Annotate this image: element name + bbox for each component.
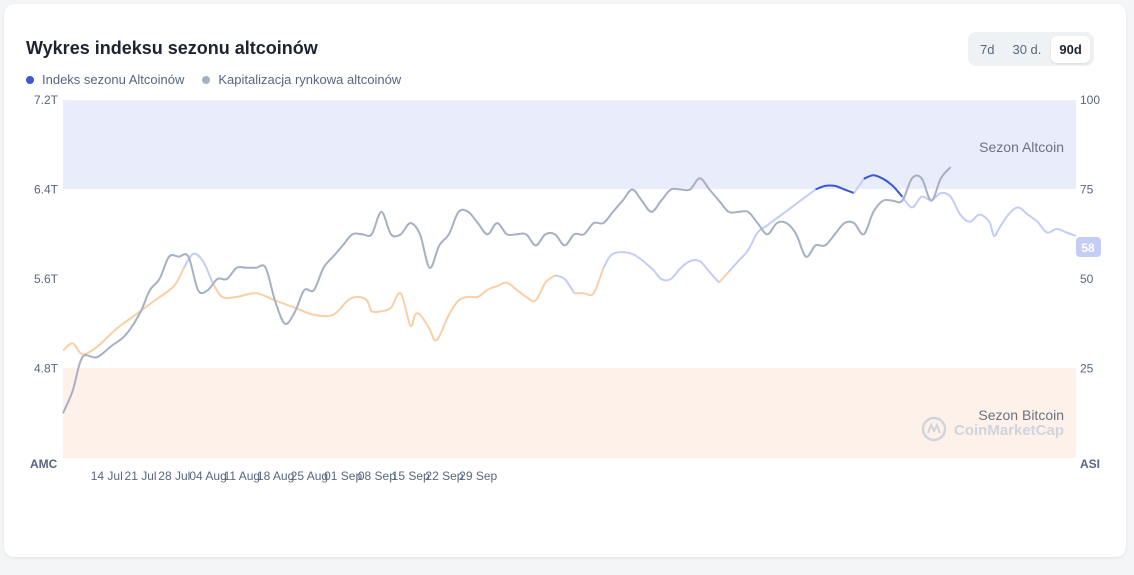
altcoin-index-line — [815, 184, 855, 195]
coinmarketcap-logo-mark-icon — [927, 422, 941, 434]
legend-item-market-cap[interactable]: Kapitalizacja rynkowa altcoinów — [202, 72, 401, 87]
x-tick-label: 14 Jul — [91, 469, 123, 483]
series-lines — [62, 166, 1077, 414]
legend-dot-market-cap-icon — [202, 75, 211, 84]
y-right-tick-label: 25 — [1080, 362, 1094, 376]
altcoin-index-line — [863, 174, 904, 198]
altcoin-index-line — [182, 252, 214, 284]
x-tick-label: 18 Aug — [257, 469, 294, 483]
legend-item-index[interactable]: Indeks sezonu Altcoinów — [26, 72, 184, 87]
market-cap-line — [62, 166, 952, 414]
altcoin-index-line — [853, 178, 865, 194]
current-value-badge: 58 — [1076, 237, 1101, 257]
x-tick-label: 29 Sep — [459, 469, 497, 483]
altcoin-index-line — [727, 188, 817, 273]
current-value-badge-text: 58 — [1081, 241, 1095, 255]
watermark-text: CoinMarketCap — [954, 422, 1064, 439]
x-tick-label: 04 Aug — [189, 469, 226, 483]
y-left-tick-label: 5.6T — [34, 272, 59, 286]
range-7d-button[interactable]: 7d — [980, 41, 995, 57]
range-90d-button[interactable]: 90d — [1051, 35, 1090, 63]
chart-title: Wykres indeksu sezonu altcoinów — [26, 38, 318, 58]
altcoin-season-label: Sezon Altcoin — [979, 139, 1064, 155]
bitcoin-season-label: Sezon Bitcoin — [978, 407, 1064, 423]
altcoin-index-line — [574, 267, 605, 297]
x-tick-label: 11 Aug — [224, 469, 260, 483]
x-tick-label: 28 Jul — [158, 469, 190, 483]
watermark-logo: CoinMarketCap — [921, 416, 1064, 442]
y-axis-left: 7.2T 6.4T 5.6T 4.8T — [34, 93, 59, 376]
y-right-tick-label: 100 — [1080, 93, 1100, 107]
altcoin-index-line — [718, 271, 730, 284]
altcoin-index-line — [554, 274, 576, 294]
legend-label-index: Indeks sezonu Altcoinów — [42, 72, 185, 87]
legend-label-market-cap: Kapitalizacja rynkowa altcoinów — [218, 72, 402, 87]
altcoin-index-line — [62, 267, 185, 356]
y-left-axis-label: AMC — [30, 457, 58, 471]
legend-dot-index-icon — [26, 75, 34, 84]
altcoin-index-line — [901, 191, 1077, 238]
altcoin-index-line — [211, 274, 556, 342]
x-tick-label: 22 Sep — [425, 469, 463, 483]
current-value-badge-bg — [1076, 237, 1101, 257]
coinmarketcap-logo-icon — [921, 416, 947, 442]
x-tick-label: 21 Jul — [125, 469, 157, 483]
x-tick-label: 01 Sep — [324, 469, 362, 483]
altcoin-index-line — [602, 251, 720, 284]
y-axis-right: 100 75 50 25 — [1080, 93, 1100, 376]
y-right-tick-label: 50 — [1080, 272, 1094, 286]
altcoin-season-zone — [63, 100, 1076, 189]
y-left-tick-label: 6.4T — [34, 183, 59, 197]
chart-legend: Indeks sezonu Altcoinów Kapitalizacja ry… — [26, 72, 401, 87]
y-right-tick-label: 75 — [1080, 183, 1094, 197]
y-left-tick-label: 4.8T — [34, 362, 59, 376]
y-left-tick-label: 7.2T — [34, 93, 59, 107]
range-selector: 7d 30 d. 90d — [968, 32, 1094, 66]
x-tick-label: 25 Aug — [291, 469, 328, 483]
x-tick-label: 08 Sep — [358, 469, 396, 483]
y-right-axis-label: ASI — [1080, 457, 1100, 471]
range-30d-button[interactable]: 30 d. — [1012, 41, 1042, 57]
x-tick-label: 15 Sep — [392, 469, 430, 483]
bitcoin-season-zone — [63, 368, 1076, 458]
